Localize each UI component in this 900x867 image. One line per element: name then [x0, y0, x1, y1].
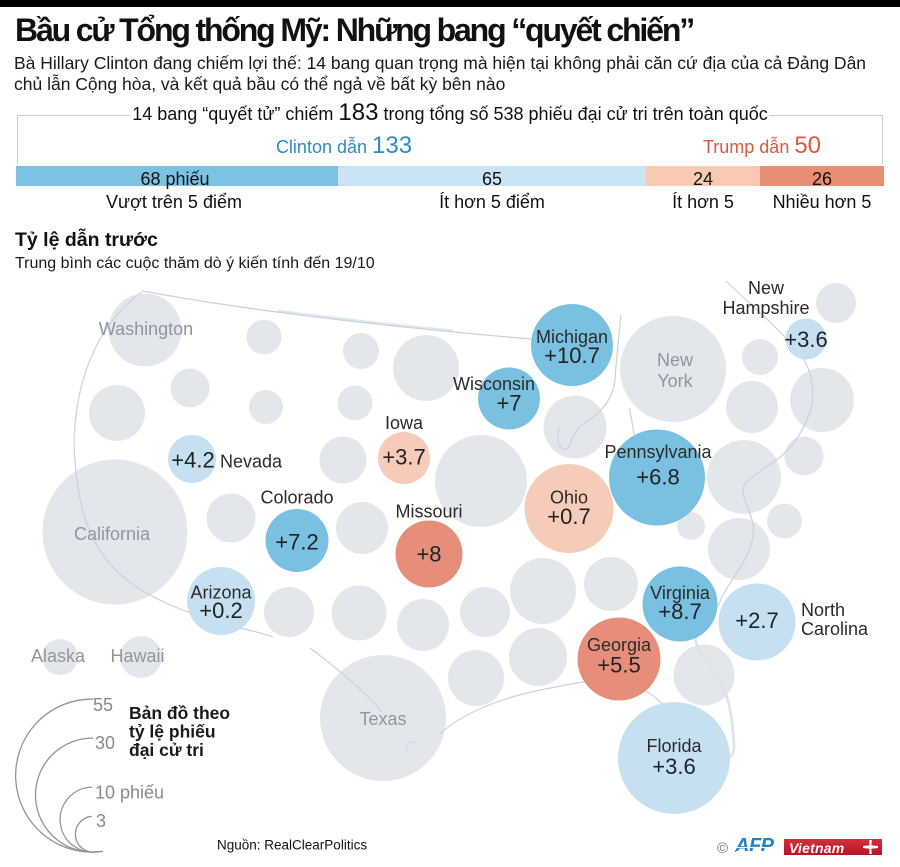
svg-text:3: 3: [96, 811, 106, 831]
svg-text:Washington: Washington: [99, 319, 193, 339]
svg-text:+3.6: +3.6: [652, 754, 695, 779]
svg-text:+3.7: +3.7: [382, 445, 425, 470]
svg-text:+8.7: +8.7: [658, 599, 701, 624]
svg-text:Wisconsin: Wisconsin: [453, 374, 535, 394]
svg-text:Bản đồ theo: Bản đồ theo: [129, 703, 230, 723]
svg-text:California: California: [74, 524, 151, 544]
svg-text:Texas: Texas: [359, 709, 406, 729]
svg-text:+5.5: +5.5: [597, 653, 640, 678]
svg-text:Nevada: Nevada: [220, 452, 283, 472]
svg-text:tỷ lệ phiếu: tỷ lệ phiếu: [129, 722, 216, 742]
svg-text:30: 30: [95, 733, 115, 753]
svg-text:+2.7: +2.7: [735, 608, 778, 633]
svg-text:Pennsylvania: Pennsylvania: [604, 442, 712, 462]
svg-text:Virginia: Virginia: [650, 583, 711, 603]
svg-text:Florida: Florida: [646, 736, 702, 756]
svg-text:Iowa: Iowa: [385, 413, 424, 433]
svg-text:New: New: [748, 278, 785, 298]
svg-text:York: York: [657, 371, 693, 391]
svg-text:55: 55: [93, 695, 113, 715]
svg-text:North: North: [801, 600, 845, 620]
svg-text:Colorado: Colorado: [260, 488, 333, 508]
svg-text:Arizona: Arizona: [190, 583, 252, 603]
svg-text:Missouri: Missouri: [395, 502, 462, 522]
svg-text:Hampshire: Hampshire: [722, 298, 809, 318]
svg-text:Georgia: Georgia: [587, 635, 652, 655]
svg-text:+3.6: +3.6: [784, 327, 827, 352]
svg-text:đại cử tri: đại cử tri: [129, 740, 204, 760]
svg-text:New: New: [657, 350, 694, 370]
svg-text:+6.8: +6.8: [636, 465, 679, 490]
svg-text:+0.2: +0.2: [199, 598, 242, 623]
svg-text:10 phiếu: 10 phiếu: [95, 783, 164, 803]
svg-text:+7.2: +7.2: [275, 530, 318, 555]
svg-text:+7: +7: [496, 391, 521, 416]
svg-text:Ohio: Ohio: [550, 488, 588, 508]
svg-text:+4.2: +4.2: [171, 448, 214, 473]
svg-text:Nguồn: RealClearPolitics: Nguồn: RealClearPolitics: [217, 838, 367, 853]
svg-text:+0.7: +0.7: [547, 504, 590, 529]
svg-text:Carolina: Carolina: [801, 619, 869, 639]
svg-text:+8: +8: [416, 542, 441, 567]
svg-text:+10.7: +10.7: [544, 343, 600, 368]
svg-text:Alaska: Alaska: [31, 646, 86, 666]
svg-text:Michigan: Michigan: [536, 327, 608, 347]
svg-text:Hawaii: Hawaii: [110, 646, 164, 666]
